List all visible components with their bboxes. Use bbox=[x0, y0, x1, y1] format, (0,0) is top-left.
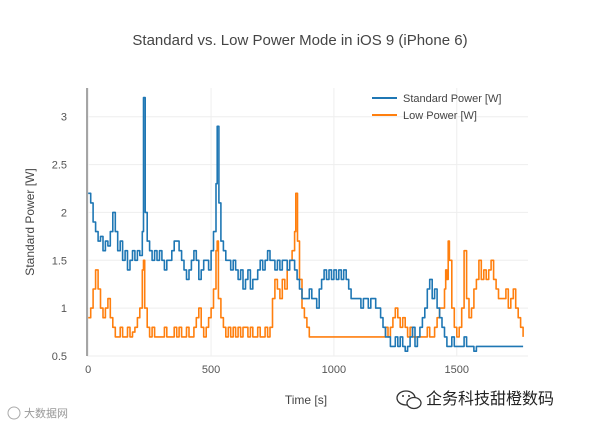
x-axis-ticks: 0 500 1000 1500 bbox=[85, 364, 469, 376]
y-tick-label: 0.5 bbox=[52, 351, 67, 363]
legend: Standard Power [W] Low Power [W] bbox=[372, 93, 501, 122]
y-tick-label: 3 bbox=[61, 112, 67, 124]
watermark-left-text: 大数据网 bbox=[24, 406, 68, 420]
y-tick-label: 1.5 bbox=[52, 255, 67, 267]
y-tick-label: 1 bbox=[61, 303, 67, 315]
chart-title: Standard vs. Low Power Mode in iOS 9 (iP… bbox=[132, 32, 467, 49]
watermark-logo-icon bbox=[7, 406, 21, 420]
gridlines bbox=[87, 88, 528, 357]
watermark-left: 大数据网 bbox=[7, 406, 68, 420]
x-tick-label: 0 bbox=[85, 364, 91, 376]
y-tick-label: 2 bbox=[61, 207, 67, 219]
y-tick-label: 2.5 bbox=[52, 160, 67, 172]
y-axis-ticks: 0.5 1 1.5 2 2.5 3 bbox=[52, 112, 67, 363]
wechat-logo-icon bbox=[396, 390, 422, 410]
legend-label-standard: Standard Power [W] bbox=[403, 93, 501, 105]
x-axis-label: Time [s] bbox=[285, 393, 327, 407]
legend-label-low-power: Low Power [W] bbox=[403, 110, 477, 122]
watermark-right: 企务科技甜橙数码 bbox=[396, 389, 554, 410]
series-line-standard-power bbox=[88, 96, 524, 352]
x-tick-label: 1000 bbox=[322, 364, 346, 376]
watermark-right-text: 企务科技甜橙数码 bbox=[426, 389, 554, 408]
x-tick-label: 1500 bbox=[445, 364, 469, 376]
y-axis-label: Standard Power [W] bbox=[23, 168, 37, 275]
series-layer bbox=[88, 96, 524, 352]
x-tick-label: 500 bbox=[202, 364, 220, 376]
